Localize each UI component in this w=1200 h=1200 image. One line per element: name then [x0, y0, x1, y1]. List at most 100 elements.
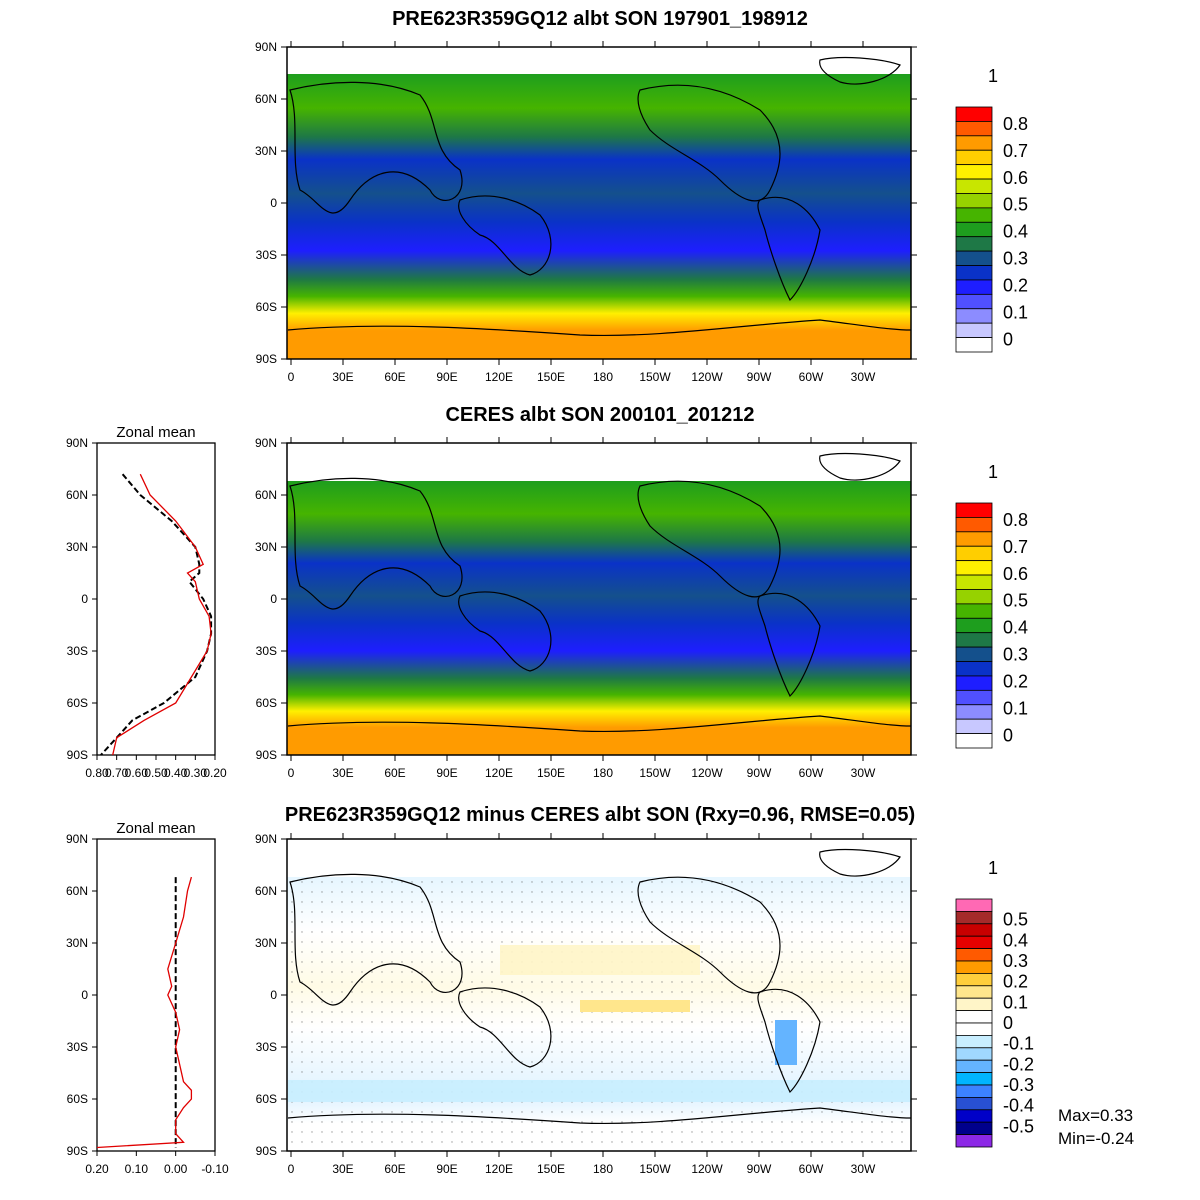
colorbar-box [955, 178, 993, 194]
map-lat-label: 30N [255, 936, 277, 950]
panel3-map [286, 838, 912, 1152]
colorbar-box [955, 1047, 993, 1061]
zonal-lat-label: 0 [81, 592, 88, 606]
colorbar-label: 0.6 [1003, 564, 1028, 584]
stats-min: Min=-0.24 [1058, 1129, 1135, 1148]
map-lon-label: 60W [799, 766, 824, 780]
panel2-title: CERES albt SON 200101_201212 [445, 404, 755, 426]
map-lon-label: 120E [485, 766, 513, 780]
colorbar-label: 0 [1003, 1013, 1013, 1033]
map-lon-label: 180 [593, 370, 613, 384]
colorbar-box [955, 545, 993, 562]
colorbar-label: 0.5 [1003, 195, 1028, 215]
zonal-lat-label: 90N [66, 832, 88, 846]
map-lon-label: 90W [747, 370, 772, 384]
colorbar-box [955, 517, 993, 533]
colorbar-box [955, 1010, 993, 1024]
colorbar-label: 0.1 [1003, 302, 1028, 322]
zonal2-lines [100, 473, 213, 756]
colorbar-box [955, 948, 993, 962]
zonal-x-label: -0.10 [201, 1162, 229, 1176]
colorbar-label: 0.8 [1003, 510, 1028, 530]
map-lat-label: 60N [255, 488, 277, 502]
colorbar-box [955, 337, 993, 353]
zonal-x-label: 0.20 [85, 1162, 109, 1176]
map-lat-label: 30S [256, 248, 277, 262]
colorbar-box [955, 502, 993, 518]
colorbar-label: 0.5 [1003, 910, 1028, 930]
colorbar-box [955, 960, 993, 974]
colorbar-label: 0.6 [1003, 168, 1028, 188]
colorbar-box [955, 1084, 993, 1098]
map-axes: 90N 60N 30N 0 30S 60S 90S 0 30E 60E 90E 120E 150E 180… [255, 40, 917, 1176]
zonal2-ticks: 90N60N30N030S60S90S0.800.700.600.500.400… [66, 436, 227, 780]
colorbar-label: -0.1 [1003, 1034, 1034, 1054]
colorbar-box [955, 279, 993, 295]
colorbar-label: 0.4 [1003, 222, 1028, 242]
map-lat-label: 90N [255, 832, 277, 846]
map-lon-label: 60E [384, 1162, 405, 1176]
colorbar-box [955, 704, 993, 720]
colorbar-box [955, 733, 993, 749]
colorbar-box [955, 973, 993, 987]
map-lat-label: 60N [255, 884, 277, 898]
colorbars: 0.80.70.60.50.40.30.20.100.80.70.60.50.4… [955, 106, 1034, 1148]
zonal-x-label: 0.60 [125, 766, 149, 780]
panel1-albedo-field [287, 74, 911, 359]
zonal-lat-label: 0 [81, 988, 88, 1002]
map-lon-label: 120W [691, 766, 723, 780]
zonal-x-label: 0.70 [105, 766, 129, 780]
map-lat-label: 90S [256, 1144, 277, 1158]
colorbar-box [955, 149, 993, 166]
zonal-panel-2: Zonal mean 90N60N30N030S60S90S0.800.700.… [66, 424, 227, 780]
colorbar-label: 0.3 [1003, 645, 1028, 665]
zonal-series-reference-line [100, 473, 213, 756]
colorbar-box [955, 1097, 993, 1111]
map-lon-label: 60E [384, 370, 405, 384]
map-lon-label: 0 [288, 1162, 295, 1176]
map-lon-label: 30E [332, 766, 353, 780]
panel3-positive-anomaly-core [580, 1000, 690, 1012]
map-lon-label: 30E [332, 1162, 353, 1176]
zonal-title-2: Zonal mean [116, 424, 195, 441]
zonal-lat-label: 30N [66, 540, 88, 554]
colorbar-box [955, 250, 993, 266]
map-lon-label: 30E [332, 370, 353, 384]
zonal-lat-label: 60S [67, 696, 88, 710]
colorbar-box [955, 632, 993, 648]
panel2-coastlines [287, 452, 912, 733]
colorbar-label: -0.4 [1003, 1096, 1034, 1116]
colorbar-box [955, 603, 993, 619]
colorbar-label: -0.3 [1003, 1075, 1034, 1095]
panel3-title: PRE623R359GQ12 minus CERES albt SON (Rxy… [284, 804, 916, 826]
colorbar-box [955, 935, 993, 950]
colorbar-label: 0.2 [1003, 972, 1028, 992]
colorbar-label: 0.2 [1003, 275, 1028, 295]
map-lon-label: 120W [691, 1162, 723, 1176]
map-lat-label: 30N [255, 144, 277, 158]
map-lat-label: 0 [270, 196, 277, 210]
zonal-lat-label: 90N [66, 436, 88, 450]
colorbar1-unit: 1 [988, 66, 999, 86]
map-lon-label: 150E [537, 370, 565, 384]
colorbar-label: -0.2 [1003, 1054, 1034, 1074]
colorbar-label: 0.1 [1003, 992, 1028, 1012]
colorbar-box [955, 661, 993, 677]
zonal-lat-label: 90S [67, 748, 88, 762]
map-lon-label: 60W [799, 1162, 824, 1176]
colorbar-box [955, 718, 993, 734]
colorbar-box [955, 121, 993, 137]
zonal-lat-label: 30N [66, 936, 88, 950]
map-lon-label: 0 [288, 766, 295, 780]
map-lat-label: 90N [255, 436, 277, 450]
map-lon-label: 30W [851, 766, 876, 780]
colorbar-box [955, 675, 993, 691]
map-lon-label: 120W [691, 370, 723, 384]
colorbar-label: 0.8 [1003, 114, 1028, 134]
zonal-x-label: 0.00 [164, 1162, 188, 1176]
map-lon-label: 90W [747, 1162, 772, 1176]
colorbar-box [955, 164, 993, 180]
zonal-series-model-line [96, 876, 193, 1149]
zonal-panel-3: Zonal mean 90N 60N 30N 0 30S 60S 90S 0.20 0.10 0.… [66, 820, 229, 1176]
colorbar-box [955, 689, 993, 706]
